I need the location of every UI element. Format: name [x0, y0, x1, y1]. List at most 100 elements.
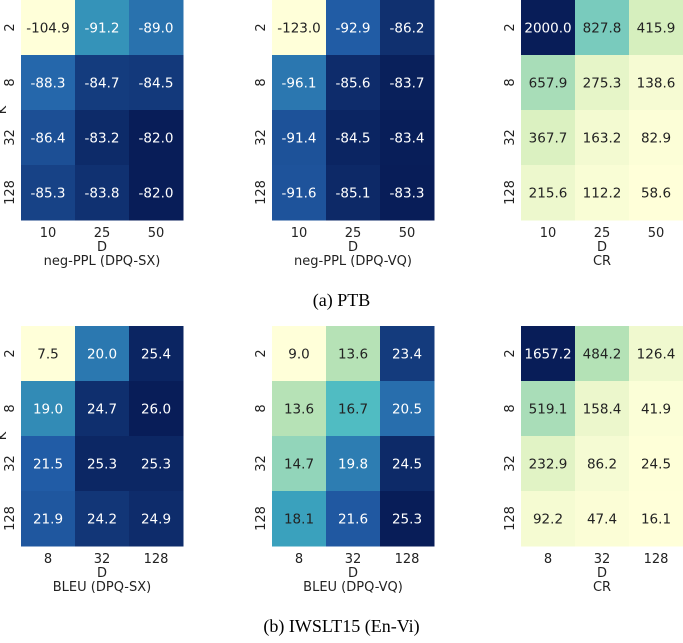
cell-value-label: 827.8	[583, 21, 622, 37]
heatmap-cell	[380, 326, 435, 382]
cell-value-label: 367.7	[529, 131, 568, 147]
y-tick-label: 128	[3, 180, 18, 205]
cell-value-label: -82.0	[139, 186, 174, 202]
cell-value-label: -91.2	[85, 21, 120, 37]
heatmap-cell	[326, 165, 381, 221]
cell-value-label: 20.0	[87, 347, 117, 363]
heatmap-cell	[21, 165, 76, 221]
heatmap-cell	[75, 110, 130, 166]
cell-value-label: -123.0	[277, 21, 321, 37]
heatmap-4: 7.5 20.0 25.4 19.0 24.7 26.0 21.5 25.3 25.3 21.9 2…	[0, 326, 184, 595]
cell-value-label: 163.2	[583, 131, 622, 147]
cell-value-label: -91.6	[282, 186, 317, 202]
heatmap-cell	[575, 110, 630, 166]
heatmap-cell	[129, 110, 184, 166]
heatmap-cell	[575, 436, 630, 492]
heatmap-3: 2000.0 827.8 415.9 657.9 275.3 138.6 367.7 163.…	[503, 0, 683, 269]
cell-value-label: 215.6	[529, 186, 568, 202]
heatmap-cell	[21, 55, 76, 111]
cell-value-label: 484.2	[583, 347, 622, 363]
cell-value-label: 1657.2	[524, 347, 571, 363]
y-tick-label: 8	[254, 78, 269, 86]
heatmap-title: CR	[593, 580, 611, 595]
heatmap-cell	[21, 110, 76, 166]
heatmap-cell	[272, 436, 327, 492]
cell-value-label: -104.9	[26, 21, 70, 37]
heatmap-cell	[326, 326, 381, 382]
y-tick-label: 2	[3, 349, 18, 357]
cell-value-label: 9.0	[288, 347, 309, 363]
heatmap-cell	[629, 326, 683, 382]
x-axis-label: D	[348, 240, 358, 255]
heatmap-cell	[326, 491, 381, 547]
cell-value-label: -85.1	[336, 186, 371, 202]
heatmap-cell	[272, 55, 327, 111]
y-tick-label: 2	[3, 23, 18, 31]
heatmap-cell	[21, 491, 76, 547]
cell-value-label: 24.2	[87, 512, 117, 528]
cell-value-label: 25.4	[141, 347, 171, 363]
x-tick-label: 10	[40, 226, 57, 241]
heatmap-title: neg-PPL (DPQ-SX)	[44, 254, 161, 269]
heatmap-cell	[21, 381, 76, 437]
cell-value-label: 232.9	[529, 457, 568, 473]
x-tick-label: 32	[345, 552, 362, 567]
heatmap-title: BLEU (DPQ-SX)	[53, 580, 151, 595]
heatmap-cell	[326, 381, 381, 437]
cell-value-label: 25.3	[392, 512, 422, 528]
cell-value-label: 275.3	[583, 76, 622, 92]
heatmap-cell	[75, 55, 130, 111]
x-tick-label: 50	[399, 226, 416, 241]
cell-value-label: 14.7	[284, 457, 314, 473]
cell-value-label: 41.9	[641, 402, 671, 418]
cell-value-label: -86.2	[390, 21, 425, 37]
heatmap-6: 1657.2 484.2 126.4 519.1 158.4 41.9 232.9 86.2 2…	[503, 326, 683, 595]
heatmap-cell	[272, 381, 327, 437]
heatmap-cell	[129, 326, 184, 382]
heatmap-panels: -104.9 -91.2 -89.0 -88.3 -84.7 -84.5 -86.4 -83.…	[0, 0, 683, 595]
cell-value-label: 86.2	[587, 457, 617, 473]
heatmap-cell	[75, 326, 130, 382]
caption-iwslt: (b) IWSLT15 (En-Vi)	[263, 616, 419, 637]
heatmap-cell	[75, 381, 130, 437]
cell-value-label: -83.7	[390, 76, 425, 92]
heatmap-cell	[129, 55, 184, 111]
heatmap-cell	[521, 0, 576, 56]
heatmap-cell	[326, 110, 381, 166]
cell-value-label: -84.5	[139, 76, 174, 92]
heatmap-cell	[521, 326, 576, 382]
x-tick-label: 128	[144, 552, 169, 567]
x-tick-label: 8	[295, 552, 303, 567]
x-tick-label: 10	[540, 226, 557, 241]
heatmap-cell	[75, 165, 130, 221]
heatmap-cell	[380, 491, 435, 547]
heatmap-cell	[21, 436, 76, 492]
heatmap-cell	[521, 55, 576, 111]
x-tick-label: 50	[148, 226, 165, 241]
caption-ptb: (a) PTB	[313, 290, 371, 311]
cell-value-label: 16.7	[338, 402, 368, 418]
cell-value-label: 82.9	[641, 131, 671, 147]
heatmap-cell	[575, 326, 630, 382]
cell-value-label: -91.4	[282, 131, 317, 147]
y-tick-label: 8	[503, 404, 518, 412]
x-tick-label: 128	[644, 552, 669, 567]
y-tick-label: 8	[3, 78, 18, 86]
y-tick-label: 128	[254, 180, 269, 205]
cell-value-label: -82.0	[139, 131, 174, 147]
x-tick-label: 25	[94, 226, 111, 241]
cell-value-label: 24.5	[392, 457, 422, 473]
cell-value-label: 13.6	[284, 402, 314, 418]
y-axis-label: K	[0, 431, 10, 440]
cell-value-label: 25.3	[87, 457, 117, 473]
heatmap-cell	[326, 55, 381, 111]
x-axis-label: D	[348, 566, 358, 581]
cell-value-label: 7.5	[37, 347, 58, 363]
cell-value-label: -92.9	[336, 21, 371, 37]
x-tick-label: 32	[594, 552, 611, 567]
heatmap-title: CR	[593, 254, 611, 269]
heatmap-cell	[272, 110, 327, 166]
heatmap-cell	[575, 165, 630, 221]
cell-value-label: 25.3	[141, 457, 171, 473]
heatmap-cell	[575, 0, 630, 56]
